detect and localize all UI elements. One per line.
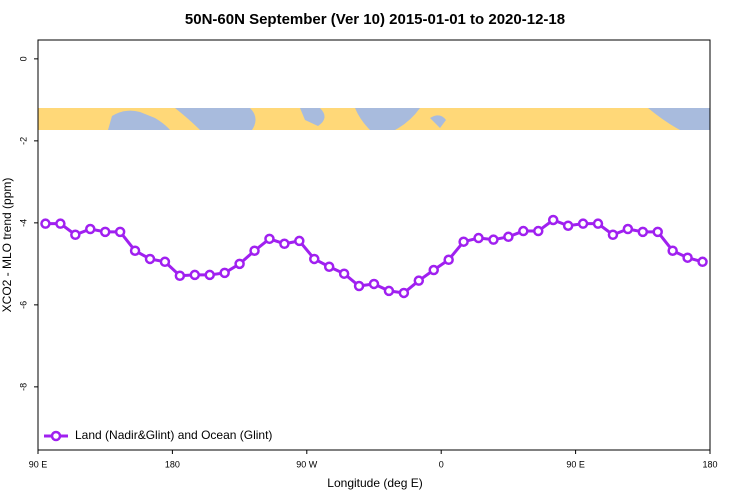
data-point	[458, 236, 469, 247]
data-point	[323, 261, 335, 272]
data-point	[622, 223, 634, 235]
data-point	[85, 223, 96, 235]
data-point	[114, 226, 126, 238]
map-strip	[38, 108, 710, 130]
data-point	[55, 218, 66, 229]
y-tick-label: -4	[18, 219, 28, 227]
data-point	[398, 287, 410, 299]
data-point	[428, 264, 439, 276]
data-point	[667, 245, 678, 256]
data-point	[279, 238, 290, 250]
data-point	[309, 253, 320, 265]
y-tick-label: -2	[18, 137, 28, 145]
data-point	[144, 253, 156, 265]
data-point	[159, 256, 171, 268]
x-tick-label: 90 E	[29, 459, 48, 469]
data-point	[682, 252, 693, 263]
data-point	[547, 214, 559, 226]
data-point	[443, 254, 454, 266]
data-point	[338, 268, 350, 279]
y-tick-label: -6	[18, 301, 28, 309]
data-point	[473, 232, 484, 244]
data-point	[234, 258, 245, 270]
data-point	[249, 245, 260, 256]
chart-title: 50N-60N September (Ver 10) 2015-01-01 to…	[185, 11, 565, 28]
data-point	[503, 231, 514, 243]
data-point	[413, 275, 425, 286]
data-point	[637, 226, 649, 238]
x-tick-label: 180	[702, 459, 717, 469]
data-point	[204, 269, 215, 281]
data-point	[99, 226, 111, 238]
data-point	[533, 225, 544, 237]
data-point	[264, 233, 275, 245]
data-point	[368, 278, 380, 290]
legend-marker	[50, 430, 62, 442]
x-tick-label: 90 E	[566, 459, 585, 469]
data-point	[518, 225, 529, 237]
data-point	[174, 270, 186, 281]
x-tick-label: 180	[165, 459, 180, 469]
data-point	[219, 267, 230, 279]
legend-label: Land (Nadir&Glint) and Ocean (Glint)	[75, 428, 272, 442]
data-point	[577, 218, 589, 229]
y-tick-label: -8	[18, 383, 28, 391]
x-tick-label: 0	[439, 459, 444, 469]
x-tick-label: 90 W	[296, 459, 318, 469]
data-point	[70, 229, 81, 240]
data-point	[652, 226, 663, 238]
data-point	[488, 234, 499, 245]
data-point	[40, 218, 51, 229]
plot-frame	[37, 39, 711, 451]
y-axis-label: XCO2 - MLO trend (ppm)	[0, 178, 14, 313]
data-point	[129, 245, 141, 256]
data-point	[607, 229, 619, 240]
data-point	[592, 218, 604, 229]
data-point	[697, 256, 708, 268]
data-point	[294, 235, 305, 247]
y-tick-label: 0	[18, 56, 28, 61]
data-point	[383, 285, 395, 297]
data-point	[353, 280, 365, 292]
x-axis-label: Longitude (deg E)	[327, 476, 422, 490]
data-point	[189, 269, 201, 281]
data-point	[562, 220, 574, 231]
